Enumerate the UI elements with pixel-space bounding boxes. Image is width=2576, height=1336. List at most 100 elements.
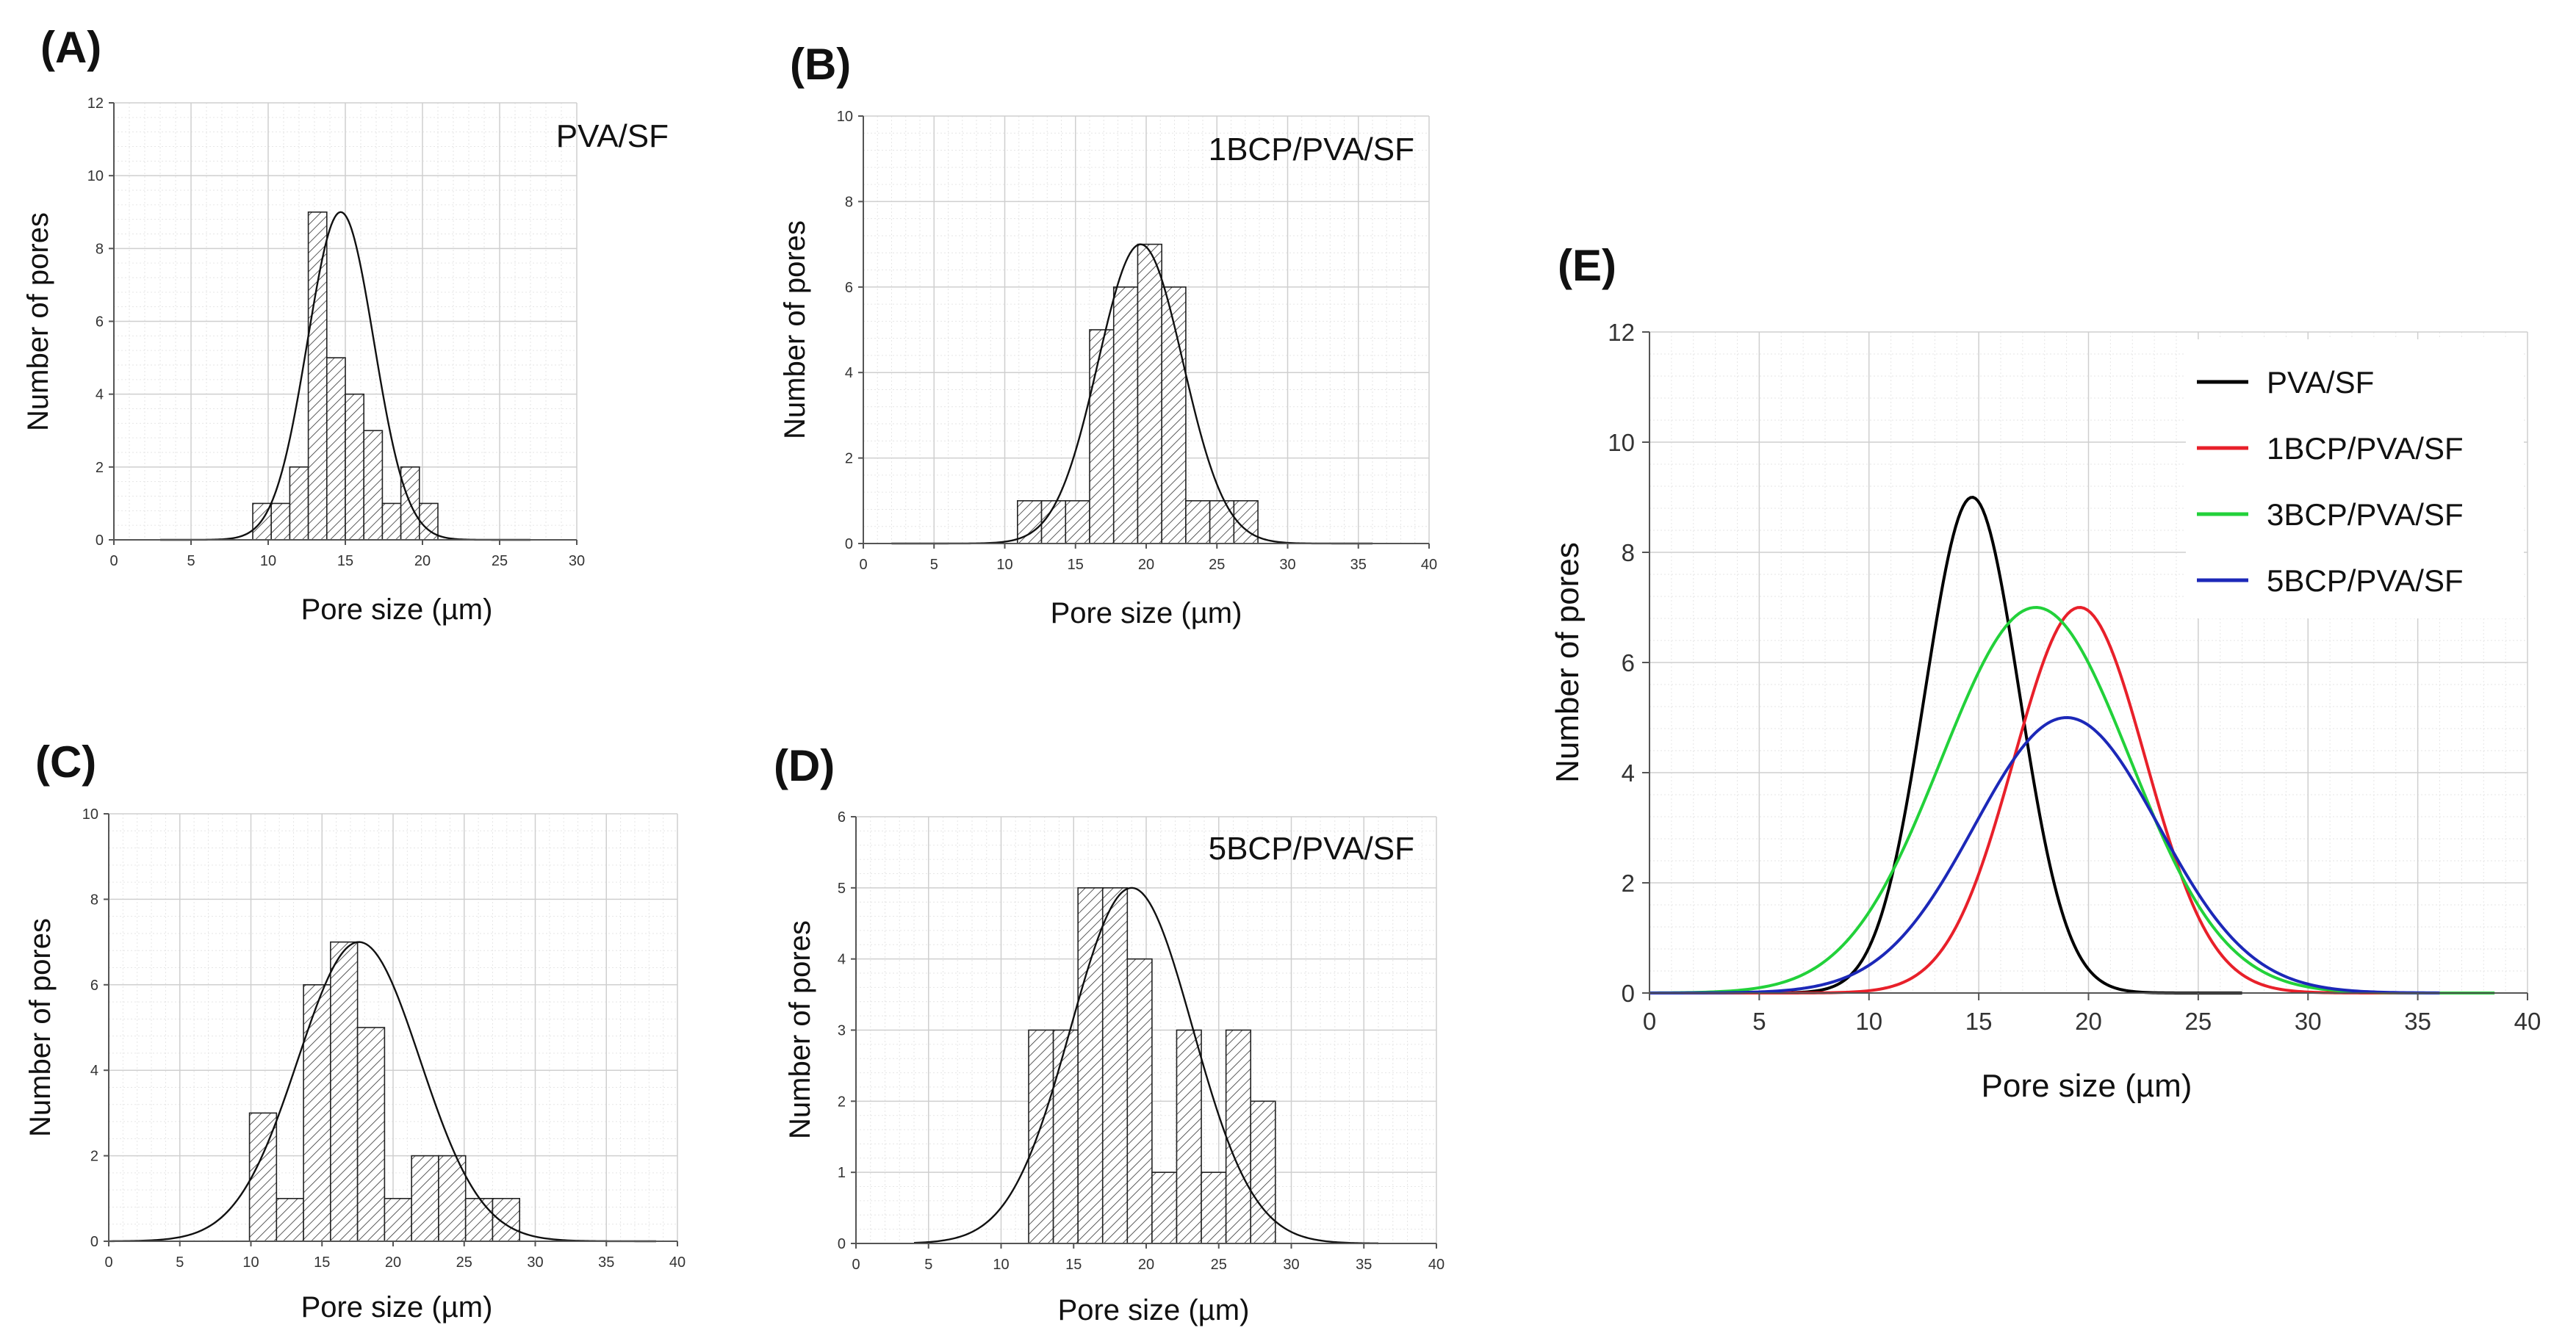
y-tick-label: 12 — [87, 95, 104, 112]
y-tick-label: 0 — [96, 532, 104, 549]
y-tick-label: 4 — [1622, 759, 1635, 787]
x-axis-label: Pore size (µm) — [1058, 1294, 1250, 1326]
panel-a: 0 5 10 15 20 25 30 0 2 4 6 8 10 12 (A) PVA/SF Pore size … — [22, 23, 669, 626]
x-tick-label: 35 — [598, 1254, 614, 1271]
y-tick-label: 10 — [82, 806, 98, 823]
histogram-bars — [248, 941, 521, 1242]
y-tick-label: 4 — [90, 1063, 98, 1079]
panel-b: 0 5 10 15 20 25 30 35 40 0 2 4 6 8 10 (B) 1BCP/PVA/SF Por… — [779, 40, 1437, 629]
tick-labels: 0 5 10 15 20 25 30 35 40 0 2 4 6 8 10 — [82, 806, 686, 1271]
x-tick-label: 0 — [1643, 1008, 1656, 1035]
panel-d: 0 5 10 15 20 25 30 35 40 0 1 2 3 4 5 6 (D) 5BCP/PVA/SF Por… — [774, 741, 1444, 1326]
x-axis-label: Pore size (µm) — [301, 593, 493, 626]
panel-title: 5BCP/PVA/SF — [1209, 831, 1414, 867]
histogram-bar — [330, 941, 359, 1242]
histogram-bar — [1176, 1029, 1202, 1244]
histogram-bar — [363, 430, 384, 541]
y-tick-label: 2 — [90, 1149, 98, 1165]
histogram-bar — [248, 1112, 278, 1242]
y-axis-label: Number of pores — [22, 212, 54, 431]
x-tick-label: 15 — [314, 1254, 330, 1271]
y-tick-label: 1 — [838, 1165, 846, 1181]
x-tick-label: 20 — [385, 1254, 401, 1271]
x-tick-label: 30 — [2295, 1008, 2322, 1035]
x-tick-label: 35 — [2404, 1008, 2431, 1035]
y-tick-label: 6 — [90, 978, 98, 994]
tick-labels: 0 5 10 15 20 25 30 35 40 0 1 2 3 4 5 6 — [838, 809, 1444, 1273]
y-tick-label: 4 — [96, 387, 104, 403]
normal-fit-curve — [108, 941, 656, 1243]
histogram-bars — [1017, 243, 1259, 544]
x-tick-label: 0 — [104, 1254, 112, 1271]
x-tick-label: 20 — [414, 553, 431, 569]
histogram-bar — [307, 211, 328, 541]
y-tick-label: 8 — [1622, 539, 1635, 566]
x-tick-label: 25 — [1209, 557, 1225, 573]
histogram-bar — [381, 502, 402, 541]
histogram-bar — [325, 357, 346, 541]
series-line-4 — [1649, 716, 2440, 994]
histogram-bar — [492, 1198, 521, 1242]
legend-label-1: PVA/SF — [2267, 365, 2374, 400]
x-axis-label: Pore size (µm) — [1982, 1068, 2192, 1104]
y-tick-label: 3 — [838, 1023, 846, 1039]
x-tick-label: 30 — [569, 553, 585, 569]
y-tick-label: 0 — [1622, 980, 1635, 1007]
y-tick-label: 12 — [1608, 319, 1635, 346]
y-tick-label: 6 — [96, 314, 104, 331]
histogram-bar — [1126, 958, 1153, 1244]
histogram-bar — [464, 1198, 494, 1242]
normal-fit-curve — [913, 887, 1379, 1245]
x-tick-label: 25 — [1211, 1257, 1227, 1273]
x-tick-label: 5 — [187, 553, 195, 569]
panel-c: 05101520253035400246810(C)3BCP/PVA/SFPor… — [24, 737, 1394, 1324]
y-tick-label: 8 — [845, 194, 853, 210]
y-axis-label: Number of pores — [779, 220, 811, 439]
x-tick-label: 40 — [2514, 1008, 2541, 1035]
panel-letter: (D) — [774, 741, 835, 790]
histogram-bar — [1185, 499, 1211, 544]
y-axis-label: Number of pores — [1550, 542, 1586, 783]
y-tick-label: 2 — [96, 460, 104, 476]
x-tick-label: 40 — [1421, 557, 1437, 573]
x-tick-label: 35 — [1356, 1257, 1372, 1273]
x-tick-label: 5 — [924, 1257, 932, 1273]
x-tick-label: 10 — [996, 557, 1012, 573]
histogram-bar — [276, 1198, 304, 1242]
histogram-bar — [1250, 1100, 1276, 1244]
histogram-bars — [252, 211, 439, 541]
y-tick-label: 2 — [838, 1094, 846, 1110]
histogram-bar — [1112, 286, 1139, 544]
tick-labels: 0 5 10 15 20 25 30 35 40 0 2 4 6 8 10 12 — [1608, 319, 2541, 1035]
y-axis-label: Number of pores — [784, 920, 816, 1139]
histogram-bar — [289, 466, 309, 541]
legend-box — [2186, 339, 2524, 618]
x-tick-label: 20 — [2075, 1008, 2102, 1035]
x-tick-label: 0 — [859, 557, 867, 573]
x-tick-label: 0 — [109, 553, 118, 569]
y-tick-label: 0 — [838, 1236, 846, 1252]
histogram-bar — [1225, 1029, 1252, 1244]
y-tick-label: 4 — [845, 365, 853, 381]
tick-labels: 0 5 10 15 20 25 30 35 40 0 2 4 6 8 10 — [837, 109, 1437, 573]
legend: PVA/SF 1BCP/PVA/SF 3BCP/PVA/SF 5BCP/PVA/SF — [2186, 339, 2524, 618]
panel-letter: (C) — [35, 737, 96, 787]
x-tick-label: 30 — [527, 1254, 543, 1271]
y-tick-label: 8 — [90, 892, 98, 908]
x-axis-label: Pore size (µm) — [1051, 597, 1242, 629]
x-tick-label: 5 — [1752, 1008, 1766, 1035]
x-tick-label: 10 — [993, 1257, 1009, 1273]
y-tick-label: 10 — [1608, 429, 1635, 456]
y-tick-label: 0 — [845, 536, 853, 552]
x-tick-label: 25 — [456, 1254, 472, 1271]
y-tick-label: 6 — [845, 280, 853, 296]
histogram-bar — [1137, 243, 1162, 544]
x-axis-label: Pore size (µm) — [301, 1291, 493, 1324]
panel-letter: (E) — [1558, 241, 1616, 290]
histogram-bar — [1028, 1029, 1054, 1244]
y-tick-label: 10 — [87, 168, 104, 184]
x-tick-label: 0 — [852, 1257, 860, 1273]
x-tick-label: 10 — [242, 1254, 259, 1271]
x-tick-label: 10 — [260, 553, 276, 569]
